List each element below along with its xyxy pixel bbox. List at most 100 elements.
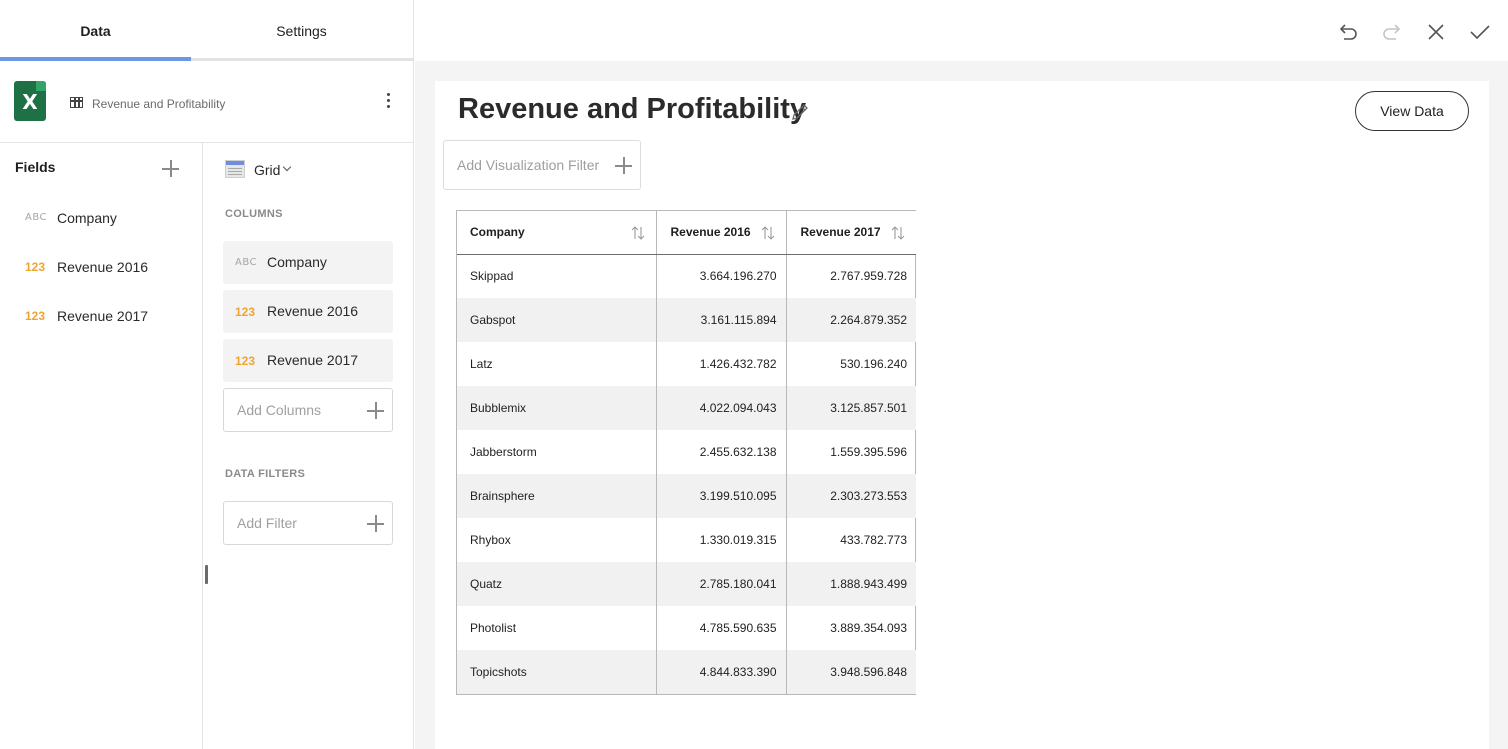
add-field-icon[interactable] — [162, 160, 179, 177]
column-chip-label: Revenue 2016 — [267, 303, 359, 319]
excel-icon-letter: X — [22, 90, 38, 114]
sort-icon[interactable] — [760, 225, 776, 241]
grid-chart-icon[interactable] — [225, 160, 245, 178]
data-source-name: Revenue and Profitability — [92, 97, 226, 111]
editor-side-panel: Data Settings X Revenue and Profitabilit… — [0, 0, 414, 749]
text-type-icon: ABC — [25, 212, 48, 223]
column-header-label: Company — [470, 225, 525, 240]
field-label: Company — [57, 210, 117, 226]
cell-revenue-2017: 530.196.240 — [840, 357, 907, 371]
table-row[interactable]: Brainsphere 3.199.510.095 2.303.273.553 — [457, 474, 916, 518]
field-item-revenue-2017[interactable]: 123 Revenue 2017 — [0, 297, 203, 337]
tab-data[interactable]: Data — [80, 23, 111, 39]
cell-revenue-2017: 1.888.943.499 — [786, 562, 916, 606]
more-options-icon[interactable] — [380, 91, 396, 111]
column-chip-label: Company — [267, 254, 327, 270]
column-header-revenue-2017[interactable]: Revenue 2017 — [786, 211, 916, 255]
table-row[interactable]: Topicshots 4.844.833.390 3.948.596.848 — [457, 650, 916, 694]
excel-icon: X — [14, 81, 46, 121]
fields-title: Fields — [15, 159, 56, 175]
visualization-title[interactable]: Revenue and Profitability — [458, 93, 807, 125]
cell-revenue-2017: 2.264.879.352 — [786, 298, 916, 342]
edit-title-icon[interactable] — [789, 101, 811, 123]
view-data-button[interactable]: View Data — [1355, 91, 1469, 131]
column-chip-revenue-2017[interactable]: 123 Revenue 2017 — [223, 339, 393, 382]
table-row[interactable]: Photolist 4.785.590.635 3.889.354.093 — [457, 606, 916, 650]
cell-revenue-2016: 2.455.632.138 — [656, 430, 787, 474]
cell-revenue-2017: 3.889.354.093 — [830, 621, 907, 635]
column-header-revenue-2016[interactable]: Revenue 2016 — [656, 211, 787, 255]
tab-settings[interactable]: Settings — [276, 23, 327, 39]
cell-company: Jabberstorm — [457, 430, 657, 474]
table-row[interactable]: Skippad 3.664.196.270 2.767.959.728 — [457, 254, 916, 298]
cell-company: Skippad — [457, 254, 657, 298]
chevron-down-icon[interactable] — [282, 162, 292, 172]
cell-revenue-2016: 4.022.094.043 — [656, 386, 787, 430]
column-chip-revenue-2016[interactable]: 123 Revenue 2016 — [223, 290, 393, 333]
cell-revenue-2016: 4.844.833.390 — [656, 650, 787, 694]
cell-revenue-2017: 433.782.773 — [840, 533, 907, 547]
data-grid: Company Revenue 2016 Revenue 2017 — [456, 210, 916, 695]
cell-revenue-2016: 2.785.180.041 — [656, 562, 787, 606]
visualization-card: Revenue and Profitability View Data Add … — [435, 81, 1489, 749]
cell-company: Topicshots — [457, 650, 657, 694]
active-tab-indicator — [0, 57, 191, 61]
add-columns-label: Add Columns — [237, 402, 322, 418]
viz-type-selector[interactable]: Grid — [254, 162, 281, 178]
column-header-label: Revenue 2017 — [800, 225, 881, 240]
cell-revenue-2017: 3.948.596.848 — [786, 650, 916, 694]
panel-resize-handle[interactable] — [205, 565, 208, 584]
add-visualization-filter-button[interactable]: Add Visualization Filter — [443, 140, 641, 190]
table-row[interactable]: Latz 1.426.432.782 530.196.240 — [457, 342, 916, 386]
grid-header-row: Company Revenue 2016 Revenue 2017 — [457, 211, 916, 255]
cell-revenue-2016: 1.330.019.315 — [656, 518, 787, 562]
data-source-row: X Revenue and Profitability — [0, 61, 414, 143]
cell-company: Quatz — [457, 562, 657, 606]
number-type-icon: 123 — [235, 305, 256, 319]
column-chip-company[interactable]: ABC Company — [223, 241, 393, 284]
sort-icon[interactable] — [630, 225, 646, 241]
add-columns-button[interactable]: Add Columns — [223, 388, 393, 432]
number-type-icon: 123 — [25, 309, 46, 323]
cell-revenue-2016: 3.161.115.894 — [656, 298, 787, 342]
cell-revenue-2016: 4.785.590.635 — [656, 606, 787, 650]
table-row[interactable]: Gabspot 3.161.115.894 2.264.879.352 — [457, 298, 916, 342]
cell-revenue-2016: 3.664.196.270 — [656, 254, 787, 298]
field-item-company[interactable]: ABC Company — [0, 199, 203, 239]
plus-icon — [615, 157, 632, 174]
cell-company: Photolist — [457, 606, 657, 650]
cell-revenue-2017: 2.767.959.728 — [830, 269, 907, 284]
table-icon — [70, 97, 83, 108]
number-type-icon: 123 — [25, 260, 46, 274]
column-header-company[interactable]: Company — [457, 211, 657, 255]
cell-revenue-2017: 3.125.857.501 — [786, 386, 916, 430]
columns-section-title: COLUMNS — [225, 208, 283, 220]
close-icon[interactable] — [1424, 20, 1448, 44]
cell-company: Brainsphere — [457, 474, 657, 518]
table-row[interactable]: Quatz 2.785.180.041 1.888.943.499 — [457, 562, 916, 606]
column-chip-label: Revenue 2017 — [267, 352, 359, 368]
panel-tabs: Data Settings — [0, 0, 414, 61]
cell-company: Latz — [457, 342, 657, 386]
column-header-label: Revenue 2016 — [670, 225, 751, 240]
table-row[interactable]: Rhybox 1.330.019.315 433.782.773 — [457, 518, 916, 562]
sort-icon[interactable] — [890, 225, 906, 241]
redo-icon[interactable] — [1380, 20, 1404, 44]
field-item-revenue-2016[interactable]: 123 Revenue 2016 — [0, 248, 203, 288]
add-filter-label: Add Filter — [237, 515, 297, 531]
grid-table: Company Revenue 2016 Revenue 2017 — [457, 211, 916, 694]
add-visualization-filter-label: Add Visualization Filter — [457, 157, 600, 173]
field-label: Revenue 2017 — [57, 308, 149, 324]
undo-icon[interactable] — [1336, 20, 1360, 44]
table-row[interactable]: Bubblemix 4.022.094.043 3.125.857.501 — [457, 386, 916, 430]
fields-list: Fields ABC Company 123 Revenue 2016 123 … — [0, 143, 203, 749]
field-label: Revenue 2016 — [57, 259, 149, 275]
plus-icon — [367, 515, 384, 532]
table-row[interactable]: Jabberstorm 2.455.632.138 1.559.395.596 — [457, 430, 916, 474]
cell-company: Rhybox — [457, 518, 657, 562]
add-filter-button[interactable]: Add Filter — [223, 501, 393, 545]
cell-revenue-2017: 1.559.395.596 — [830, 445, 907, 459]
visualization-canvas: Revenue and Profitability View Data Add … — [415, 61, 1508, 749]
plus-icon — [367, 402, 384, 419]
check-icon[interactable] — [1468, 20, 1492, 44]
